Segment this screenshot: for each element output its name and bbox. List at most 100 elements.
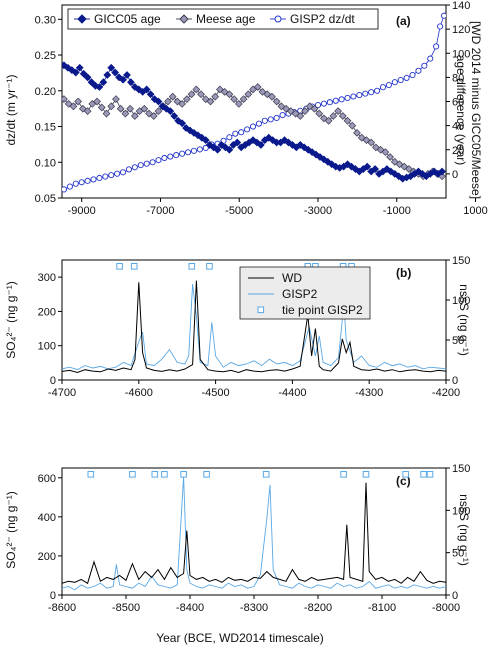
gisp2-dzdt-point [344,94,351,101]
gicc05-age-point [83,73,92,82]
x-tick-label-c: -8400 [176,602,204,614]
gicc05-age-point [438,167,446,176]
y-tick-label-right-a: 140 [452,0,470,12]
gicc05-age-point [414,167,423,176]
y-tick-label-left-b: 300 [38,272,56,284]
meese-age-point [372,143,380,152]
gicc05-age-point [312,150,320,159]
gisp2-dzdt-point [356,92,363,99]
gisp2-dzdt-point [403,74,410,81]
gisp2-dzdt-point [137,162,144,169]
x-tick-label-b: -4400 [278,387,306,399]
gicc05-age-point [327,160,336,169]
tie-point-marker [206,263,213,270]
gicc05-age-point [111,68,120,77]
gisp2-dzdt-point [202,144,209,152]
meese-age-point [239,95,248,103]
meese-age-point [168,92,177,101]
meese-age-point [211,92,220,101]
x-axis-label: Year (BCE, WD2014 timescale) [156,631,324,645]
tie-point-marker [362,471,370,478]
legend-label: GICC05 age [94,12,161,26]
meese-age-point [334,107,342,116]
legend-a: GICC05 age Meese age GISP2 dz/dt [67,8,379,30]
meese-age-point [126,104,135,113]
gicc05-age-point [146,90,155,99]
gisp2-dzdt-point [119,169,127,176]
meese-age-point [225,90,234,99]
meese-age-point [192,85,201,94]
meese-age-point [83,107,92,116]
panel-b: (b) nssS (ng g⁻¹) SO₄²⁻ (ng g⁻¹) -4700 -4… [4,255,471,399]
gisp2-dzdt-point [190,147,197,154]
meese-age-point [315,109,324,118]
panel-a-left-axis-label: dz/dt (m yr⁻¹) [4,74,18,145]
meese-age-point [381,148,390,157]
gisp2-dzdt-point [167,153,174,160]
x-tick-label-a: -7000 [146,205,174,217]
meese-age-point [405,165,413,173]
gisp2-dzdt-point [437,23,444,30]
legend-label: Meese age [196,12,256,26]
gicc05-age-line [63,64,443,180]
meese-age-point [178,100,187,108]
meese-age-point [154,107,163,116]
gisp2-dzdt-point [196,146,203,153]
legend-tie-marker [257,306,265,314]
y-tick-label-left-b: 200 [38,306,56,318]
gicc05-age-point [79,69,88,78]
y-tick-label-right-a: 120 [452,24,470,36]
legend-gisp2-label: GISP2 [282,287,318,301]
gicc05-age-point [316,153,324,161]
y-tick-label-right-b: 100 [452,295,470,307]
meese-age-point [116,104,125,113]
meese-age-point [338,112,347,120]
x-tick-label-a: -9000 [68,205,96,217]
gicc05-age-point [62,61,68,70]
gisp2-dzdt-point [314,102,322,109]
meese-age-point [130,112,139,120]
meese-age-point [74,97,83,106]
gicc05-age-point [280,136,289,144]
meese-age-point [296,112,305,120]
gisp2-dzdt-point [338,96,345,103]
gisp2-dzdt-point [261,117,268,124]
gicc05-age-point [130,83,139,91]
gisp2-dzdt-point [143,160,150,167]
x-tick-label-a: -3000 [304,205,332,217]
y-tick-label-right-c: 150 [452,463,470,475]
meese-age-point [253,83,262,91]
wd-line [62,280,446,374]
gicc05-age-point [347,162,356,171]
panel-b-letter: (b) [396,266,411,280]
gicc05-age-point [296,141,305,149]
panel-a: dz/dt (m yr⁻¹) age difference (year) [WD… [4,0,488,217]
gisp2-dzdt-point [108,172,115,179]
legend-label: GISP2 dz/dt [290,12,355,26]
gisp2-dzdt-point [362,90,369,97]
gisp2-dzdt-point [179,150,186,157]
legend-wd-label: WD [282,271,302,285]
gisp2-dzdt-point [273,114,280,121]
tie-point-marker [203,471,210,478]
panel-c-right-axis-label: nssS (ng g⁻¹) [457,494,471,566]
x-tick-label-c: -8000 [432,602,460,614]
legend-b: WD GISP2 tie point GISP2 [239,266,371,320]
meese-age-point [263,90,272,99]
x-tick-label-b: -4600 [125,387,153,399]
y-tick-label-right-a: 20 [452,145,464,157]
gisp2-dzdt-point [391,79,398,86]
y-tick-label-right-c: 100 [452,505,470,517]
gicc05-age-point [91,81,100,90]
x-tick-label-c: -8200 [304,602,332,614]
meese-age-point [140,104,149,113]
meese-age-point [258,87,267,96]
gicc05-age-point [71,68,80,77]
gicc05-age-point [127,78,135,87]
meese-age-point [182,95,191,103]
y-tick-label-right-b: 150 [452,255,470,267]
gisp2-dzdt-point [255,120,262,127]
gisp2-dzdt-point [66,183,73,190]
tie-point-marker [180,471,187,478]
